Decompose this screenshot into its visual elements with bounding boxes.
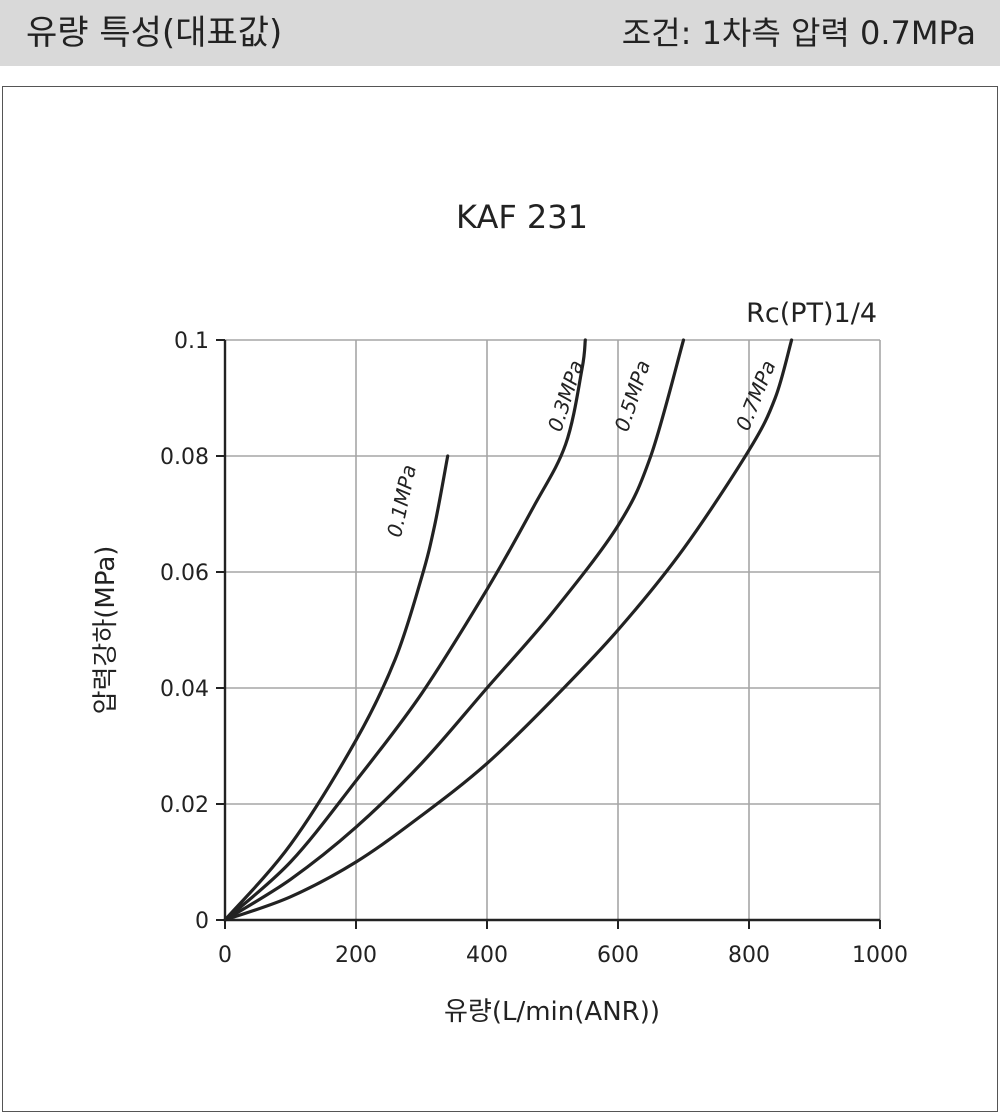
series-curves bbox=[223, 338, 794, 922]
y-tick-label: 0.06 bbox=[160, 561, 209, 586]
axes bbox=[216, 339, 881, 929]
y-tick-label: 0 bbox=[195, 909, 209, 934]
header-bar: 유량 특성(대표값) 조건: 1차측 압력 0.7MPa bbox=[0, 0, 1000, 66]
x-tick-label: 800 bbox=[728, 943, 770, 968]
y-tick-label: 0.1 bbox=[174, 329, 209, 354]
x-tick-label: 200 bbox=[335, 943, 377, 968]
chart-frame bbox=[2, 86, 998, 1112]
y-axis-label: 압력강하(MPa) bbox=[91, 546, 121, 715]
y-tick-label: 0.04 bbox=[160, 677, 209, 702]
x-tick-label: 600 bbox=[597, 943, 639, 968]
x-tick-label: 0 bbox=[218, 943, 232, 968]
chart-title: KAF 231 bbox=[456, 198, 588, 236]
series-label: 0.1MPa bbox=[382, 463, 421, 540]
series-curve-0.7MPa bbox=[223, 338, 794, 922]
test-condition: 조건: 1차측 압력 0.7MPa bbox=[621, 14, 976, 52]
x-axis-label: 유량(L/min(ANR)) bbox=[444, 997, 660, 1027]
chart-subtitle: Rc(PT)1/4 bbox=[746, 298, 877, 329]
series-label: 0.7MPa bbox=[731, 357, 781, 434]
x-tick-label: 400 bbox=[466, 943, 508, 968]
series-label: 0.5MPa bbox=[610, 357, 656, 434]
page-title: 유량 특성(대표값) bbox=[26, 13, 283, 53]
series-curve-0.3MPa bbox=[223, 338, 587, 922]
series-curve-0.5MPa bbox=[223, 338, 686, 922]
y-tick-label: 0.08 bbox=[160, 445, 209, 470]
series-curve-0.1MPa bbox=[223, 454, 450, 922]
series-labels: 0.1MPa 0.3MPa 0.5MPa 0.7MPa bbox=[382, 357, 780, 539]
tick-labels: 0 200 400 600 800 1000 0 0.02 0.04 0.06 0.08 0.1 bbox=[160, 329, 908, 968]
y-tick-label: 0.02 bbox=[160, 793, 209, 818]
x-tick-label: 1000 bbox=[852, 943, 908, 968]
series-label: 0.3MPa bbox=[543, 357, 589, 434]
